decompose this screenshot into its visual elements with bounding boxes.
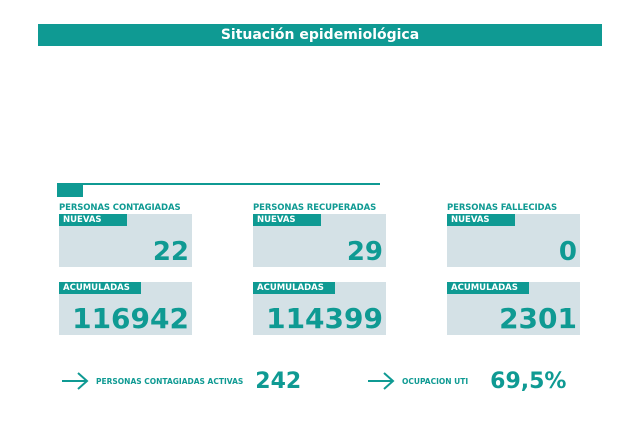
tab-acumuladas: ACUMULADAS bbox=[253, 282, 335, 294]
card-fallecidas-acumuladas: ACUMULADAS 2301 bbox=[447, 282, 580, 335]
progress-bar bbox=[57, 183, 380, 197]
tab-nuevas: NUEVAS bbox=[447, 214, 515, 226]
summary-activas-value: 242 bbox=[255, 368, 302, 394]
arrow-right-icon bbox=[62, 372, 89, 390]
section-label-fallecidas: PERSONAS FALLECIDAS bbox=[447, 203, 558, 213]
value-recuperadas-nuevas: 29 bbox=[346, 237, 383, 267]
tab-acumuladas: ACUMULADAS bbox=[447, 282, 529, 294]
value-contagiadas-acumuladas: 116942 bbox=[72, 302, 189, 335]
card-contagiadas-nuevas: NUEVAS 22 bbox=[59, 214, 192, 267]
tab-acumuladas: ACUMULADAS bbox=[59, 282, 141, 294]
section-label-contagiadas: PERSONAS CONTAGIADAS bbox=[59, 203, 181, 213]
value-contagiadas-nuevas: 22 bbox=[152, 237, 189, 267]
page-title: Situación epidemiológica bbox=[38, 24, 602, 46]
page-title-text: Situación epidemiológica bbox=[220, 27, 420, 43]
summary-activas: PERSONAS CONTAGIADAS ACTIVAS 242 bbox=[60, 366, 301, 396]
card-contagiadas-acumuladas: ACUMULADAS 116942 bbox=[59, 282, 192, 335]
section-label-recuperadas: PERSONAS RECUPERADAS bbox=[253, 203, 377, 213]
value-recuperadas-acumuladas: 114399 bbox=[266, 302, 383, 335]
card-fallecidas-nuevas: NUEVAS 0 bbox=[447, 214, 580, 267]
tab-nuevas: NUEVAS bbox=[59, 214, 127, 226]
value-fallecidas-nuevas: 0 bbox=[558, 237, 577, 267]
progress-track bbox=[57, 183, 380, 185]
summary-uti: OCUPACION UTI 69,5% bbox=[366, 366, 566, 396]
arrow-right-icon bbox=[368, 372, 395, 390]
value-fallecidas-acumuladas: 2301 bbox=[499, 302, 577, 335]
summary-uti-value: 69,5% bbox=[490, 368, 567, 394]
card-recuperadas-acumuladas: ACUMULADAS 114399 bbox=[253, 282, 386, 335]
progress-fill bbox=[57, 183, 83, 197]
card-recuperadas-nuevas: NUEVAS 29 bbox=[253, 214, 386, 267]
summary-uti-label: OCUPACION UTI bbox=[402, 376, 469, 386]
summary-activas-label: PERSONAS CONTAGIADAS ACTIVAS bbox=[96, 376, 244, 386]
tab-nuevas: NUEVAS bbox=[253, 214, 321, 226]
